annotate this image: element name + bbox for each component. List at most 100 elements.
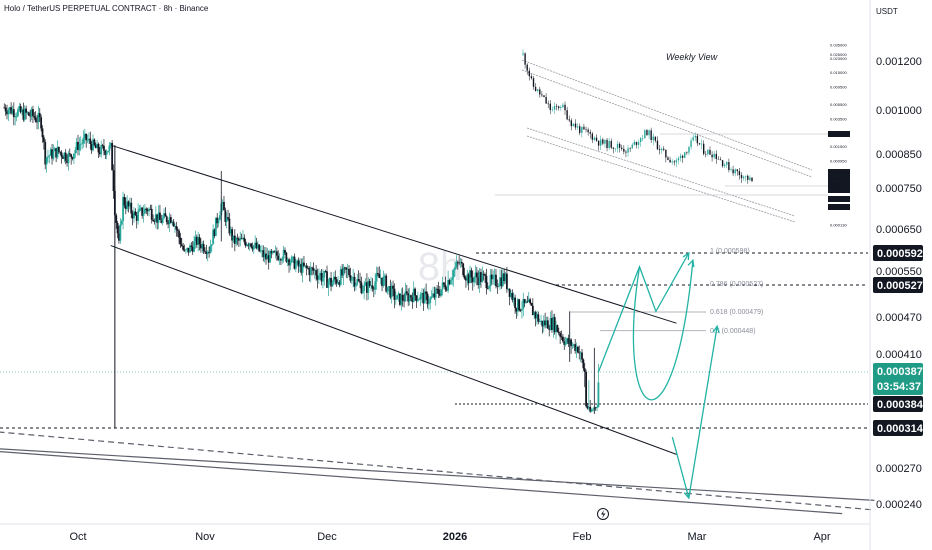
inset-candle <box>690 137 692 150</box>
inset-candle <box>606 137 608 152</box>
candle <box>190 242 193 252</box>
candle <box>529 297 532 305</box>
candle <box>388 285 390 295</box>
candle <box>415 294 418 308</box>
projection-arrows <box>597 251 720 500</box>
candle <box>331 279 334 287</box>
inset-candle <box>627 145 629 157</box>
inset-candle <box>671 159 673 165</box>
inset-candle <box>616 140 619 153</box>
inset-candle <box>707 148 709 157</box>
candle <box>271 250 274 255</box>
candle <box>527 292 530 303</box>
candle <box>30 106 33 121</box>
candle <box>592 407 594 412</box>
candle <box>488 285 491 291</box>
inset-tick-label: 0.005500 <box>830 102 847 107</box>
candle <box>551 310 553 333</box>
candle <box>233 229 236 252</box>
inset-title: Weekly View <box>666 52 718 62</box>
candle <box>305 263 308 276</box>
inset-candle <box>715 150 717 164</box>
candle <box>536 310 538 325</box>
candle <box>408 287 411 306</box>
inset-price-badge: 0.000527 <box>828 175 850 181</box>
candle <box>142 205 145 223</box>
inset-candle <box>587 127 589 136</box>
candle <box>4 104 7 116</box>
events-icon[interactable] <box>597 508 609 520</box>
candle <box>128 197 131 210</box>
candle <box>501 268 504 288</box>
inset-candle <box>713 150 715 160</box>
inset-candle <box>688 145 690 156</box>
candle <box>523 298 526 308</box>
inset-price-badge: 0.000592 <box>828 169 850 175</box>
time-axis[interactable]: Oct Nov Dec 2026 Feb Mar Apr <box>69 531 830 543</box>
candle <box>174 223 176 233</box>
candle <box>160 214 163 224</box>
candle <box>275 247 278 261</box>
candle <box>343 266 346 274</box>
inset-candle <box>530 73 533 80</box>
y-tick-label: 0.000410 <box>876 349 922 361</box>
candle <box>471 270 474 291</box>
candle <box>418 297 421 301</box>
inset-candle <box>555 103 558 111</box>
candle <box>423 287 426 304</box>
candle <box>79 136 82 152</box>
fib-label-0618: 0.618 (0.000479) <box>710 309 763 316</box>
inset-candle <box>614 148 617 152</box>
candle <box>587 380 590 411</box>
candle <box>36 115 38 130</box>
inset-candle <box>726 161 728 169</box>
inset-tick-label: 0.015000 <box>830 70 847 75</box>
candle <box>447 270 450 293</box>
inset-candle <box>637 139 640 149</box>
candle <box>85 133 88 148</box>
candle <box>449 277 452 285</box>
candle <box>559 330 562 344</box>
inset-candle <box>644 129 646 139</box>
candle <box>15 112 18 122</box>
candle <box>350 276 353 284</box>
candle <box>322 269 324 289</box>
candle <box>23 105 26 122</box>
candle <box>470 267 473 284</box>
candle <box>545 316 548 329</box>
candle <box>313 268 316 279</box>
candle <box>460 258 463 268</box>
svg-text:0.000384: 0.000384 <box>877 399 924 411</box>
candle <box>564 336 567 347</box>
candle <box>206 250 209 262</box>
inset-candle <box>568 115 570 123</box>
candle <box>261 245 263 258</box>
candle <box>444 276 447 292</box>
candle <box>119 217 122 244</box>
inset-candle <box>686 151 688 156</box>
candle <box>141 207 144 219</box>
candle <box>194 230 197 249</box>
candle <box>308 266 311 282</box>
candle <box>327 278 330 297</box>
candle <box>296 259 299 265</box>
inset-candle <box>549 100 552 115</box>
inset-candle <box>602 137 604 146</box>
candle <box>372 286 375 298</box>
candle <box>70 153 73 165</box>
candle <box>303 255 305 268</box>
inset-candle <box>631 143 633 149</box>
y-tick-label: 0.000750 <box>876 183 922 195</box>
currency-label[interactable]: USDT <box>876 7 898 16</box>
svg-text:0.000527: 0.000527 <box>877 280 923 292</box>
candle <box>130 197 133 219</box>
candle <box>49 147 52 156</box>
candle <box>150 204 153 224</box>
price-axis[interactable]: 0.001200 0.001000 0.000850 0.000750 0.000650… <box>876 56 922 511</box>
y-tick-label: 0.000240 <box>876 499 922 511</box>
candle <box>286 257 289 267</box>
arrowhead-bullish <box>682 251 690 261</box>
candle <box>438 285 441 298</box>
